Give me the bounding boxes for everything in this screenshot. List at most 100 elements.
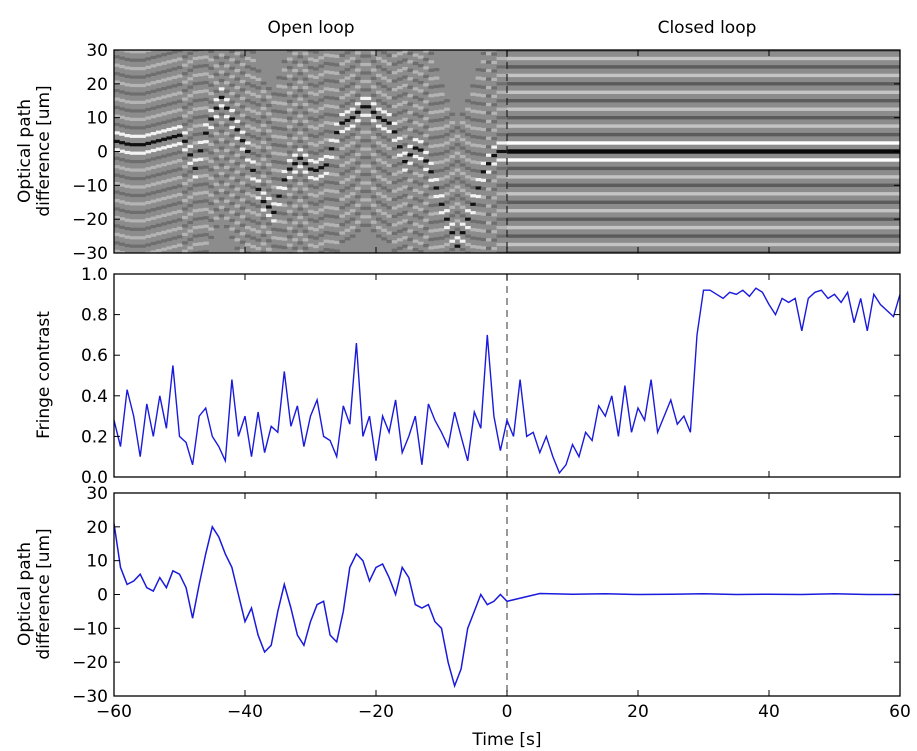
- closed-loop-fringe: [507, 107, 900, 111]
- fringe-segment: [355, 102, 361, 106]
- fringe-segment: [360, 223, 366, 227]
- fringe-segment: [444, 294, 450, 297]
- fringe-segment: [235, 35, 241, 38]
- fringe-segment: [182, 80, 188, 84]
- fringe-segment: [386, 223, 393, 227]
- fringe-segment: [119, 217, 125, 221]
- fringe-segment: [391, 96, 398, 100]
- fringe-segment: [292, 111, 298, 115]
- fringe-segment: [501, 209, 508, 213]
- fringe-segment: [349, 90, 356, 94]
- fringe-segment: [486, 179, 492, 183]
- fringe-segment: [381, 17, 387, 20]
- fringe-segment: [150, 199, 157, 203]
- fringe-segment: [501, 149, 508, 154]
- fringe-segment: [266, 87, 272, 91]
- fringe-segment: [465, 107, 471, 111]
- fringe-segment: [292, 86, 298, 90]
- fringe-segment: [460, 290, 466, 293]
- fringe-segment: [197, 140, 204, 144]
- fringe-segment: [182, 55, 188, 59]
- fringe-segment: [313, 202, 319, 206]
- fringe-segment: [140, 219, 146, 223]
- fringe-segment: [486, 136, 492, 140]
- fringe-segment: [376, 56, 382, 61]
- fringe-segment: [187, 35, 193, 38]
- x-tick-label: −40: [227, 702, 263, 722]
- fringe-segment: [334, 181, 340, 185]
- fringe-segment: [218, 121, 225, 125]
- fringe-segment: [318, 166, 325, 170]
- fringe-segment: [145, 260, 151, 263]
- fringe-segment: [286, 116, 293, 120]
- fringe-segment: [355, 93, 361, 97]
- fringe-segment: [281, 186, 288, 190]
- fringe-segment: [187, 212, 194, 216]
- fringe-segment: [438, 160, 445, 164]
- fringe-segment: [434, 254, 440, 257]
- fringe-segment: [475, 152, 482, 156]
- fringe-segment: [286, 50, 293, 53]
- fringe-segment: [161, 137, 167, 141]
- fringe-segment: [381, 169, 387, 173]
- fringe-segment: [271, 262, 277, 265]
- fringe-segment: [234, 128, 241, 132]
- fringe-segment: [239, 122, 246, 126]
- fringe-segment: [119, 115, 125, 119]
- fringe-segment: [286, 108, 293, 112]
- fringe-segment: [460, 324, 466, 327]
- fringe-segment: [491, 247, 497, 251]
- fringe-segment: [135, 219, 141, 223]
- fringe-segment: [370, 76, 377, 80]
- fringe-segment: [229, 142, 235, 146]
- fringe-segment: [334, 38, 340, 41]
- fringe-segment: [155, 232, 162, 236]
- fringe-segment: [360, 215, 366, 219]
- fringe-segment: [371, 9, 377, 12]
- fringe-segment: [454, 151, 461, 155]
- fringe-segment: [444, 133, 450, 137]
- fringe-segment: [496, 50, 503, 52]
- closed-loop-title: Closed loop: [658, 18, 757, 38]
- fringe-segment: [480, 127, 487, 132]
- fringe-segment: [444, 141, 450, 145]
- closed-loop-fringe: [507, 251, 900, 253]
- fringe-segment: [387, 12, 393, 15]
- fringe-segment: [182, 173, 188, 177]
- fringe-segment: [155, 79, 162, 84]
- fringe-segment: [323, 104, 330, 108]
- fringe-segment: [124, 66, 131, 70]
- fringe-segment: [124, 167, 131, 171]
- fringe-segment: [366, 38, 372, 41]
- fringe-segment: [459, 248, 466, 252]
- fringe-segment: [197, 208, 204, 212]
- fringe-segment: [438, 118, 445, 122]
- fringe-segment: [276, 152, 283, 156]
- fringe-segment: [176, 99, 183, 103]
- fringe-segment: [402, 151, 408, 155]
- fringe-segment: [491, 120, 497, 124]
- fringe-segment: [197, 81, 204, 85]
- fringe-segment: [454, 134, 461, 138]
- fringe-segment: [501, 242, 508, 247]
- fringe-segment: [313, 109, 319, 113]
- fringe-segment: [412, 222, 419, 226]
- fringe-segment: [339, 104, 345, 108]
- fringe-segment: [250, 160, 256, 164]
- fringe-segment: [381, 203, 387, 207]
- fringe-segment: [197, 90, 204, 94]
- fringe-segment: [391, 214, 398, 219]
- fringe-segment: [470, 92, 476, 96]
- fringe-segment: [161, 256, 167, 259]
- fringe-segment: [218, 53, 225, 57]
- fringe-segment: [197, 216, 204, 221]
- fringe-segment: [203, 72, 209, 76]
- fringe-segment: [150, 148, 157, 153]
- fringe-segment: [224, 22, 230, 25]
- fringe-segment: [281, 203, 288, 207]
- fringe-segment: [376, 6, 382, 9]
- fringe-segment: [239, 113, 246, 117]
- fringe-segment: [187, 77, 194, 81]
- fringe-segment: [271, 143, 277, 147]
- fringe-segment: [318, 123, 325, 127]
